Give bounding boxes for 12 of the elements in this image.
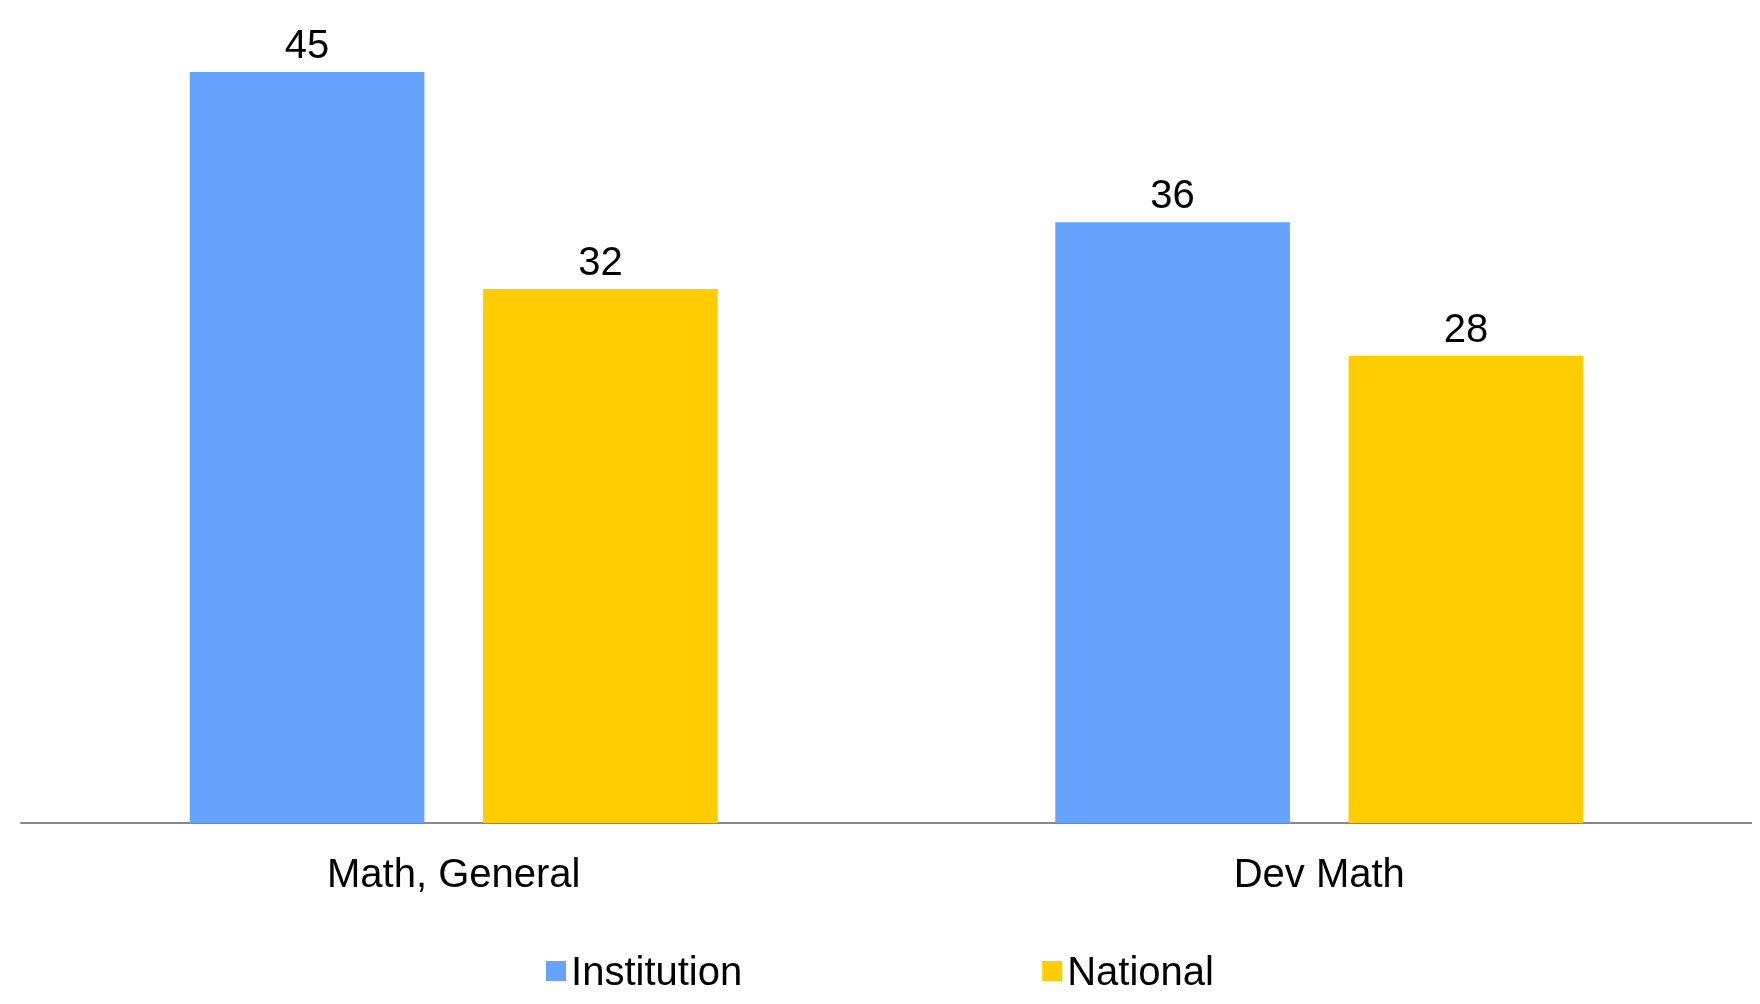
data-label: 45	[284, 22, 330, 66]
bar	[1055, 222, 1290, 823]
bar	[189, 72, 425, 823]
x-tick-label: Math, General	[327, 851, 581, 895]
legend-label: Institution	[571, 949, 743, 993]
x-tick-label: Dev Math	[1233, 851, 1405, 895]
data-label: 32	[578, 238, 623, 283]
data-label: 36	[1150, 172, 1195, 217]
bar	[483, 288, 718, 823]
bar	[1348, 355, 1584, 823]
data-label: 28	[1443, 305, 1489, 350]
legend-label: National	[1067, 949, 1214, 993]
